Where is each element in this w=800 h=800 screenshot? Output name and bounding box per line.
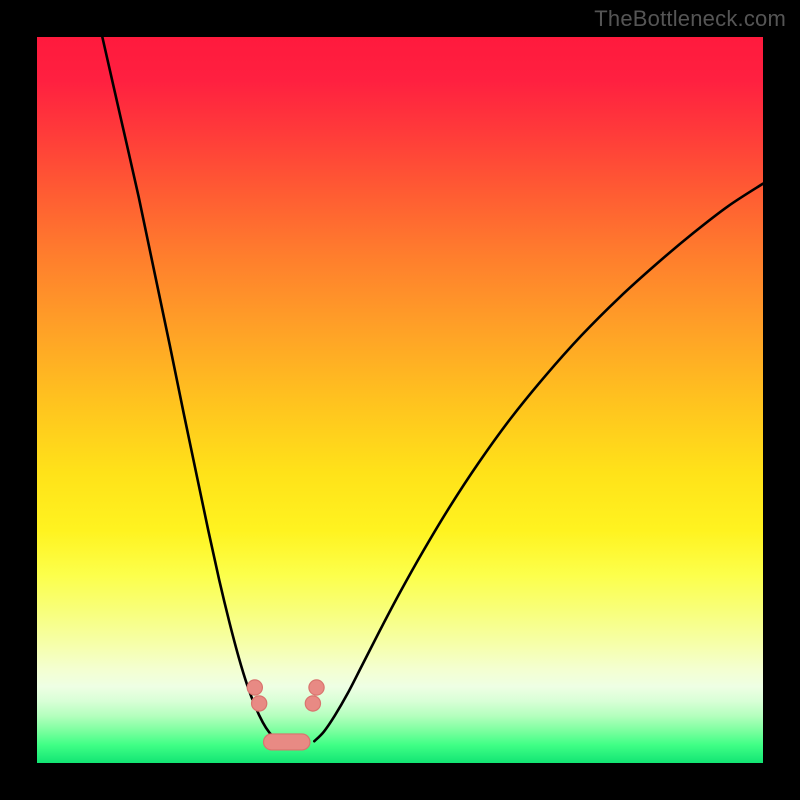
image-frame: TheBottleneck.com — [0, 0, 800, 800]
gradient-plot-area — [37, 37, 763, 763]
watermark-text: TheBottleneck.com — [594, 6, 786, 32]
